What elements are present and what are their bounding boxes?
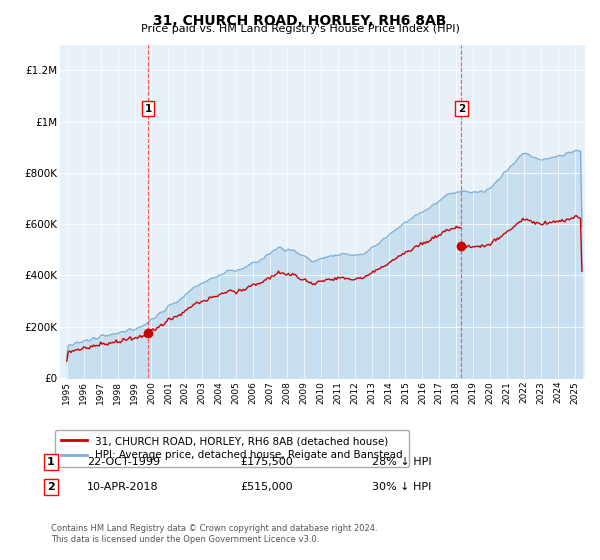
Text: 22-OCT-1999: 22-OCT-1999	[87, 457, 160, 467]
Text: 28% ↓ HPI: 28% ↓ HPI	[372, 457, 431, 467]
Text: 2: 2	[458, 104, 465, 114]
Text: £175,500: £175,500	[240, 457, 293, 467]
Text: Contains HM Land Registry data © Crown copyright and database right 2024.: Contains HM Land Registry data © Crown c…	[51, 524, 377, 533]
Text: 2: 2	[47, 482, 55, 492]
Legend: 31, CHURCH ROAD, HORLEY, RH6 8AB (detached house), HPI: Average price, detached : 31, CHURCH ROAD, HORLEY, RH6 8AB (detach…	[55, 430, 409, 466]
Text: 30% ↓ HPI: 30% ↓ HPI	[372, 482, 431, 492]
Text: Price paid vs. HM Land Registry's House Price Index (HPI): Price paid vs. HM Land Registry's House …	[140, 24, 460, 34]
Text: This data is licensed under the Open Government Licence v3.0.: This data is licensed under the Open Gov…	[51, 535, 319, 544]
Text: £515,000: £515,000	[240, 482, 293, 492]
Text: 10-APR-2018: 10-APR-2018	[87, 482, 158, 492]
Text: 1: 1	[47, 457, 55, 467]
Text: 31, CHURCH ROAD, HORLEY, RH6 8AB: 31, CHURCH ROAD, HORLEY, RH6 8AB	[154, 14, 446, 28]
Text: 1: 1	[145, 104, 152, 114]
